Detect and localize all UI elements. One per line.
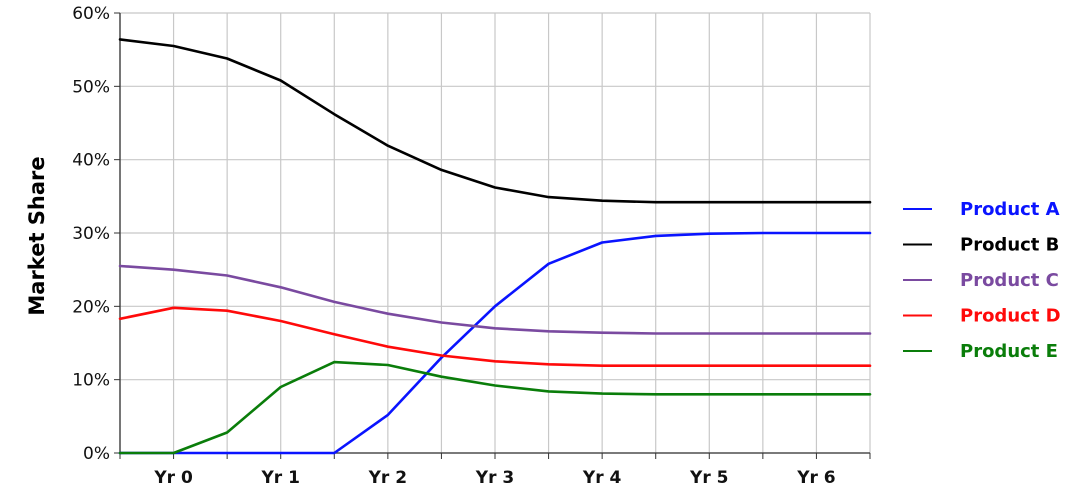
legend: Product A Product B Product C Product D Prod… (903, 199, 1061, 362)
x-tick-label: Yr 6 (796, 468, 835, 488)
y-tick-label: 60% (72, 4, 110, 24)
y-tick-labels: 0% 10% 20% 30% 40% 50% 60% (72, 4, 110, 464)
x-tick-labels: Yr 0 Yr 1 Yr 2 Yr 3 Yr 4 Yr 5 Yr 6 (153, 468, 835, 488)
legend-label-product-b: Product B (960, 235, 1059, 256)
y-tick-label: 30% (72, 224, 110, 244)
x-tick-label: Yr 0 (153, 468, 193, 488)
series-line-product-c (118, 264, 872, 335)
y-tick-label: 50% (72, 77, 110, 97)
legend-label-product-e: Product E (960, 341, 1058, 362)
y-tick-label: 0% (83, 444, 110, 464)
series-line-product-a (118, 231, 872, 455)
series-line-product-d (118, 306, 872, 368)
x-tick-label: Yr 2 (368, 468, 407, 488)
y-tick-label: 40% (72, 151, 110, 171)
y-tick-label: 10% (72, 371, 110, 391)
x-tick-label: Yr 5 (689, 468, 728, 488)
y-axis-label: Market Share (25, 156, 49, 315)
series-lines (118, 38, 872, 455)
x-tick-label: Yr 3 (475, 468, 514, 488)
series-line-product-e (118, 360, 872, 455)
legend-label-product-a: Product A (960, 199, 1060, 220)
series-line-product-b (118, 38, 872, 204)
legend-label-product-d: Product D (960, 306, 1061, 327)
x-tick-label: Yr 1 (260, 468, 299, 488)
x-tick-label: Yr 4 (582, 468, 622, 488)
grid (114, 12, 871, 459)
legend-label-product-c: Product C (960, 270, 1059, 291)
y-tick-label: 20% (72, 297, 110, 317)
